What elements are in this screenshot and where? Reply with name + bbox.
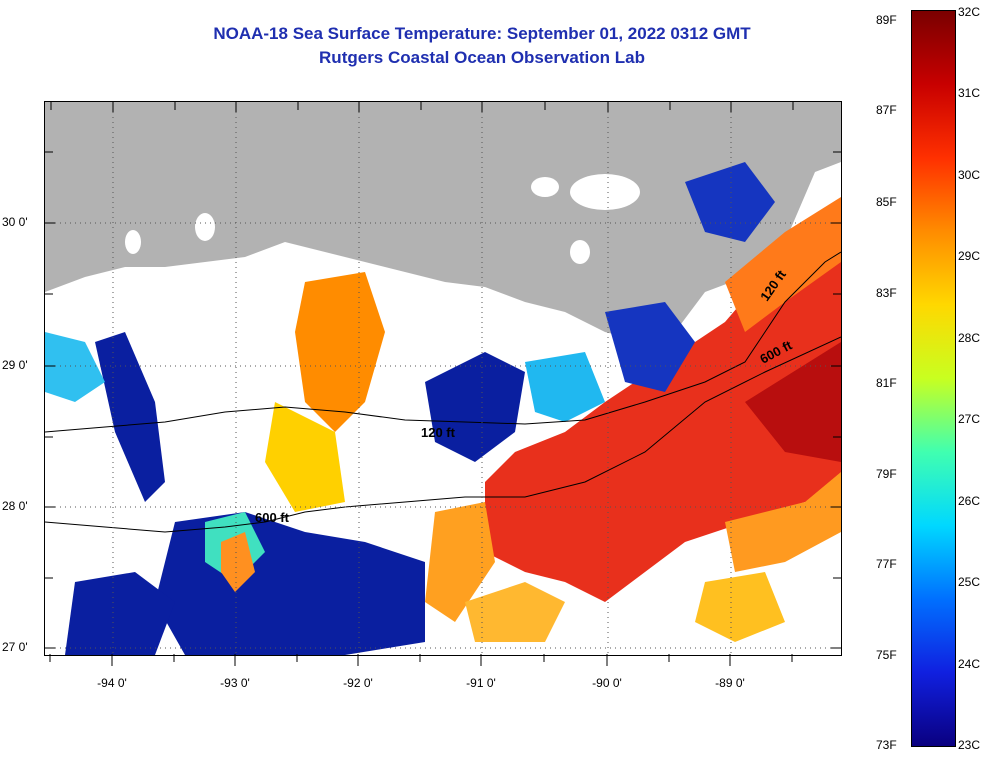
isobath-label: 120 ft	[421, 425, 456, 440]
cool-water-region	[685, 162, 775, 242]
cool-water-region	[425, 352, 525, 462]
colorbar-c-label: 29C	[958, 249, 981, 263]
mid-temp-region	[295, 272, 385, 432]
colorbar-f-label: 81F	[876, 376, 897, 390]
colorbar-c-label: 32C	[958, 5, 981, 19]
colorbar-f-label: 77F	[876, 557, 897, 571]
lon-label: -94 0'	[97, 676, 127, 690]
isobath-600ft	[45, 336, 841, 533]
colorbar-f-label: 87F	[876, 103, 897, 117]
colorbar-c-label: 27C	[958, 412, 981, 426]
lat-label: 28 0'	[2, 499, 28, 513]
isobath-label: 600 ft	[255, 510, 290, 525]
map-title: NOAA-18 Sea Surface Temperature: Septemb…	[213, 24, 751, 43]
colorbar-c-label: 30C	[958, 168, 981, 182]
mid-temp-region	[265, 402, 345, 512]
mid-temp-region	[695, 572, 785, 642]
lat-label: 29 0'	[2, 358, 28, 372]
hot-core	[745, 342, 841, 462]
colorbar-c-label: 23C	[958, 738, 981, 752]
lon-label: -90 0'	[592, 676, 622, 690]
cool-water-region	[65, 572, 175, 655]
colorbar-c-label: 28C	[958, 331, 981, 345]
mid-temp-region	[525, 352, 605, 422]
colorbar-c-label: 31C	[958, 86, 981, 100]
graticule	[45, 102, 841, 655]
lon-label: -89 0'	[715, 676, 745, 690]
colorbar-f-label: 83F	[876, 286, 897, 300]
temperature-colorbar	[911, 10, 956, 747]
mid-temp-region	[425, 502, 495, 622]
sst-map: 120 ft 600 ft 120 ft 600 ft	[44, 101, 842, 656]
lon-label: -93 0'	[220, 676, 250, 690]
isobath-120ft	[45, 251, 841, 433]
lake	[570, 174, 640, 210]
lake	[195, 213, 215, 241]
orange-band	[725, 472, 841, 572]
sst-map-svg: 120 ft 600 ft 120 ft 600 ft	[45, 102, 841, 655]
bottom-ticks	[49, 654, 793, 666]
mid-temp-region	[221, 532, 255, 592]
colorbar-c-label: 26C	[958, 494, 981, 508]
colorbar-f-label: 79F	[876, 467, 897, 481]
lon-label: -91 0'	[466, 676, 496, 690]
cool-water-region	[155, 512, 425, 655]
cool-water-region	[95, 332, 165, 502]
land-mass	[45, 102, 841, 342]
colorbar-c-label: 24C	[958, 657, 981, 671]
mid-temp-region	[45, 332, 105, 402]
colorbar-c-label: 25C	[958, 575, 981, 589]
lon-label: -92 0'	[343, 676, 373, 690]
map-subtitle: Rutgers Coastal Ocean Observation Lab	[319, 48, 645, 67]
mid-temp-region	[465, 582, 565, 642]
lake	[125, 230, 141, 254]
lake	[531, 177, 559, 197]
colorbar-f-label: 75F	[876, 648, 897, 662]
lake	[570, 240, 590, 264]
colorbar-f-label: 85F	[876, 195, 897, 209]
lat-label: 27 0'	[2, 640, 28, 654]
cool-water-region	[605, 302, 695, 392]
colorbar-f-label: 73F	[876, 738, 897, 752]
orange-band	[725, 197, 841, 332]
colorbar-f-label: 89F	[876, 13, 897, 27]
edge-ticks	[45, 102, 841, 649]
lat-label: 30 0'	[2, 215, 28, 229]
